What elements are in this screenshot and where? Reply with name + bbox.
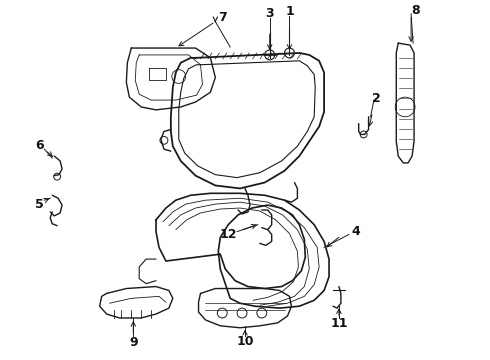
Text: 8: 8 bbox=[412, 4, 420, 17]
Text: 9: 9 bbox=[129, 336, 138, 349]
Text: 4: 4 bbox=[351, 225, 360, 238]
Text: 6: 6 bbox=[35, 139, 44, 152]
Text: 3: 3 bbox=[266, 7, 274, 20]
Text: 11: 11 bbox=[330, 318, 348, 330]
Text: 2: 2 bbox=[372, 91, 381, 105]
Text: 1: 1 bbox=[285, 5, 294, 18]
Text: 5: 5 bbox=[35, 198, 44, 211]
Text: 7: 7 bbox=[218, 11, 227, 24]
Text: 12: 12 bbox=[220, 228, 237, 241]
Text: 10: 10 bbox=[236, 335, 254, 348]
